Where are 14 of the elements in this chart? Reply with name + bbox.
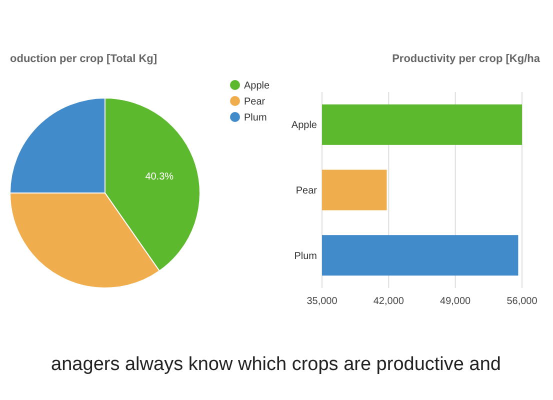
legend-label: Pear — [244, 96, 266, 108]
legend-label: Apple — [244, 80, 270, 92]
chart-title: oduction per crop [Total Kg] — [10, 53, 158, 65]
x-tick-label: 42,000 — [373, 296, 404, 307]
y-tick-label: Apple — [291, 120, 318, 132]
legend-label: Plum — [244, 112, 267, 124]
y-tick-label: Plum — [294, 250, 317, 262]
text: anagers always know which crops are productive and — [51, 354, 501, 375]
y-tick-label: Pear — [296, 186, 318, 196]
x-tick-label: 56,000 — [506, 296, 538, 307]
x-tick-label: 35,000 — [306, 296, 338, 307]
data-label: 40.3% — [145, 171, 174, 182]
chart-title: Productivity per crop [Kg/ha — [392, 53, 541, 65]
x-tick-label: 49,000 — [440, 296, 472, 307]
